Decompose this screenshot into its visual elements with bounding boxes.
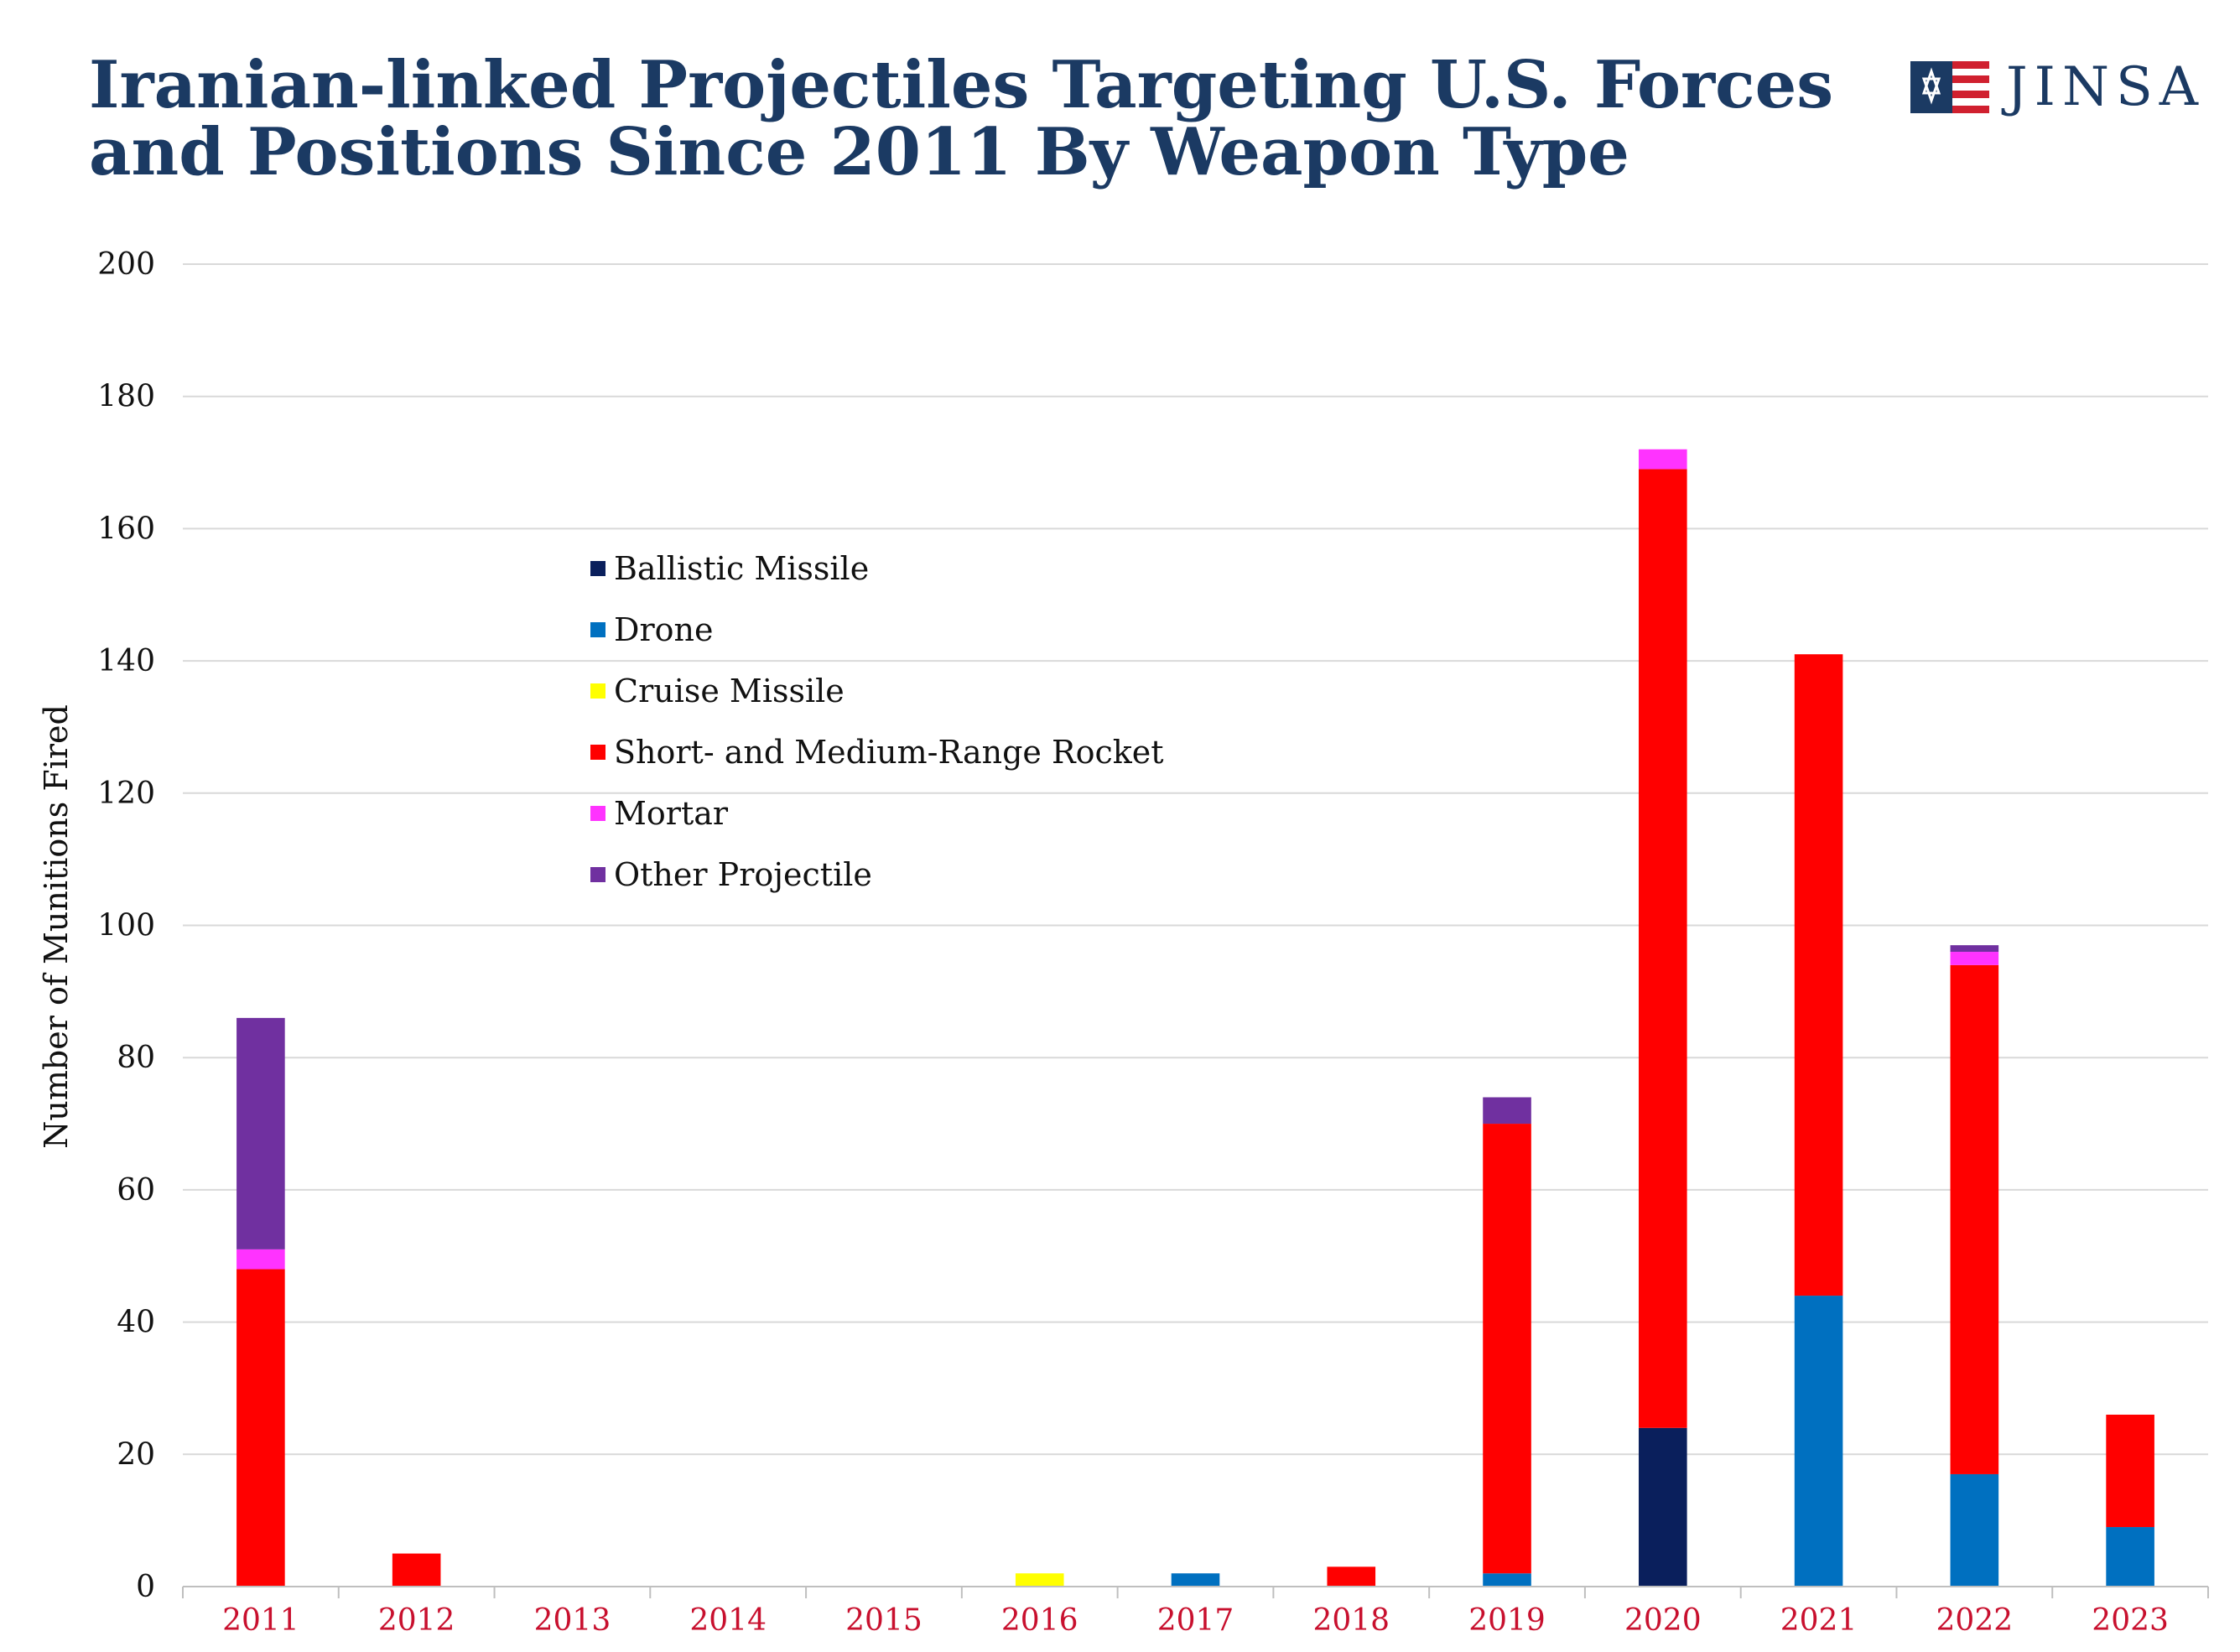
bar-2023-drone: [2106, 1527, 2154, 1587]
y-tick-label-80: 80: [117, 1041, 155, 1075]
gridlines: [183, 263, 2208, 1456]
bar-2021-short-and-medium-range-rocket: [1794, 654, 1843, 1296]
bar-2019-drone: [1483, 1573, 1531, 1587]
bar-2022-mortar: [1950, 952, 1999, 965]
bar-2019-other-projectile: [1483, 1097, 1531, 1125]
x-tick-label-2022: 2022: [1936, 1603, 2014, 1638]
bar-2017-drone: [1171, 1573, 1220, 1587]
chart-title-line-1: Iranian-linked Projectiles Targeting U.S…: [89, 47, 1834, 123]
star-of-david-flag-icon: [1910, 61, 1989, 113]
x-tick-label-2020: 2020: [1624, 1603, 1702, 1638]
legend-item-mortar: Mortar: [590, 795, 729, 832]
x-tick-label-2021: 2021: [1780, 1603, 1858, 1638]
jinsa-logo: JINSA: [1910, 52, 2205, 122]
bar-2019-short-and-medium-range-rocket: [1483, 1124, 1531, 1574]
legend-item-other-projectile: Other Projectile: [590, 856, 872, 893]
x-tick-label-2015: 2015: [845, 1603, 923, 1638]
legend-swatch-other-projectile: [590, 867, 605, 882]
bar-2023-short-and-medium-range-rocket: [2106, 1414, 2154, 1528]
logo-wordmark: JINSA: [2006, 56, 2205, 118]
bar-2022-drone: [1950, 1473, 1999, 1587]
x-tick-label-2019: 2019: [1468, 1603, 1546, 1638]
y-tick-label-200: 200: [97, 247, 155, 282]
legend-swatch-drone: [590, 622, 605, 637]
legend-swatch-mortar: [590, 806, 605, 821]
legend-swatch-short-and-medium-range-rocket: [590, 745, 605, 760]
legend-label-other-projectile: Other Projectile: [614, 856, 872, 893]
y-tick-label-40: 40: [117, 1306, 155, 1340]
y-axis-label: Number of Munitions Fired: [38, 704, 75, 1149]
bar-2011-short-and-medium-range-rocket: [236, 1269, 285, 1587]
legend-label-drone: Drone: [614, 611, 713, 648]
legend-label-ballistic-missile: Ballistic Missile: [614, 550, 869, 587]
x-tick-label-2011: 2011: [222, 1603, 299, 1638]
y-tick-label-140: 140: [97, 644, 155, 678]
y-tick-label-20: 20: [117, 1437, 155, 1472]
y-tick-label-100: 100: [97, 909, 155, 943]
bar-2020-mortar: [1639, 449, 1687, 470]
y-tick-label-120: 120: [97, 777, 155, 811]
x-tick-label-2023: 2023: [2092, 1603, 2169, 1638]
y-tick-label-0: 0: [136, 1570, 155, 1604]
bar-2018-short-and-medium-range-rocket: [1327, 1566, 1376, 1587]
legend-swatch-ballistic-missile: [590, 561, 605, 576]
legend-item-drone: Drone: [590, 611, 713, 648]
x-tick-label-2013: 2013: [534, 1603, 611, 1638]
y-tick-label-60: 60: [117, 1173, 155, 1208]
legend-item-short-and-medium-range-rocket: Short- and Medium-Range Rocket: [590, 734, 1164, 771]
x-tick-label-2014: 2014: [689, 1603, 767, 1638]
chart-title-line-2: and Positions Since 2011 By Weapon Type: [89, 114, 1629, 190]
legend-label-short-and-medium-range-rocket: Short- and Medium-Range Rocket: [614, 734, 1164, 771]
bars: [236, 449, 2154, 1587]
y-tick-label-180: 180: [97, 380, 155, 414]
x-tick-label-2016: 2016: [1001, 1603, 1078, 1638]
bar-2011-other-projectile: [236, 1017, 285, 1249]
x-tick-label-2018: 2018: [1312, 1603, 1390, 1638]
legend-item-cruise-missile: Cruise Missile: [590, 673, 845, 709]
bar-2022-other-projectile: [1950, 945, 1999, 953]
bar-2016-cruise-missile: [1015, 1573, 1064, 1587]
bar-2021-drone: [1794, 1296, 1843, 1587]
legend-swatch-cruise-missile: [590, 683, 605, 699]
bar-2020-short-and-medium-range-rocket: [1639, 469, 1687, 1428]
legend-item-ballistic-missile: Ballistic Missile: [590, 550, 869, 587]
legend-label-mortar: Mortar: [614, 795, 729, 832]
x-tick-label-2017: 2017: [1157, 1603, 1234, 1638]
bar-2012-short-and-medium-range-rocket: [392, 1553, 441, 1587]
x-axis: [182, 1586, 2209, 1598]
x-axis-ticks: 2011 2012 2013 2014 2015 2016 2017 2018 2019 2020…: [222, 1603, 2169, 1638]
legend-label-cruise-missile: Cruise Missile: [614, 673, 845, 709]
legend: Ballistic Missile Drone Cruise Missile Shor…: [590, 550, 1164, 893]
y-axis-ticks: 0 20 40 60 80 100 120 140 160 180 200: [97, 247, 155, 1604]
bar-2011-mortar: [236, 1249, 285, 1270]
y-tick-label-160: 160: [97, 512, 155, 546]
bar-2020-ballistic-missile: [1639, 1427, 1687, 1587]
x-tick-label-2012: 2012: [378, 1603, 455, 1638]
chart-title: Iranian-linked Projectiles Targeting U.S…: [89, 52, 1850, 186]
bar-2022-short-and-medium-range-rocket: [1950, 964, 1999, 1474]
